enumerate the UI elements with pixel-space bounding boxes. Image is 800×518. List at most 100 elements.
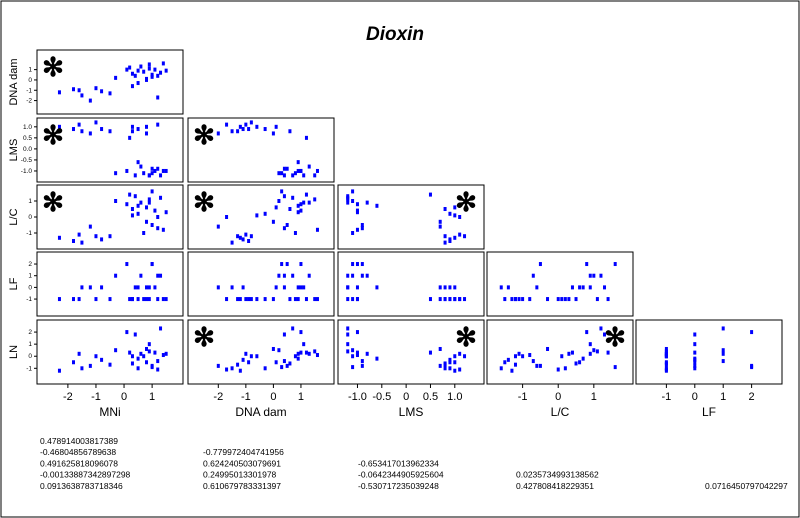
point [355,227,359,232]
point [375,285,379,290]
point [296,356,300,361]
point [365,273,369,278]
point [355,297,359,302]
point [280,365,284,370]
point [355,202,359,207]
point [145,77,148,82]
point [230,285,234,290]
point [346,285,350,290]
point [147,342,151,347]
point [664,362,668,367]
point [94,120,98,125]
point [499,285,503,290]
point [153,350,157,355]
x-tick-label: 1 [720,391,726,403]
point [567,297,571,302]
point [355,330,359,335]
x-tick-label: -2 [63,391,73,403]
point [506,285,510,290]
point [503,297,507,302]
point [88,363,92,368]
y-tick-label: 0 [28,77,32,84]
point [560,354,564,359]
point [133,285,137,290]
point [125,262,129,267]
point [156,359,160,364]
correlation: -0.653417013962334 [358,458,439,468]
point [136,285,140,290]
point [296,285,300,290]
panel [36,49,184,115]
point [531,359,535,364]
point [453,297,457,302]
point [147,349,151,354]
point [247,360,251,365]
point [448,357,452,362]
point [139,64,143,69]
point [161,353,165,358]
point [313,297,317,302]
point [150,189,154,194]
point [578,285,582,290]
point [164,68,168,73]
point [595,297,599,302]
point [128,297,132,302]
point [136,203,140,208]
point [88,131,92,136]
point [114,199,118,203]
point [136,366,140,371]
point [506,357,510,362]
point [360,223,364,227]
point [285,363,289,368]
point [599,326,603,331]
point [375,203,379,208]
significance-marker: ✻ [193,187,215,217]
x-tick-label: 0 [692,391,698,403]
point [299,262,303,267]
point [57,124,61,129]
point [693,363,697,368]
point [147,66,151,71]
y-tick-label: 1 [28,341,32,348]
point [130,124,134,129]
point [130,71,134,76]
point [458,367,462,372]
panel [187,251,335,317]
point [513,354,517,359]
point [296,168,300,173]
point [130,361,134,366]
point [145,219,148,224]
point [304,297,308,302]
point [693,366,697,371]
point [136,68,140,73]
point [108,129,112,134]
point [750,330,754,335]
point [108,362,112,367]
point [299,330,303,335]
point [750,365,754,370]
x-tick-label: 0 [270,391,276,403]
point [307,200,311,205]
point [57,235,61,240]
point [346,273,350,278]
point [448,285,452,290]
point [606,297,610,302]
point [438,219,442,224]
point [57,90,61,95]
point [574,361,578,366]
point [156,226,160,231]
point [304,135,308,140]
point [145,131,148,136]
point [521,354,525,359]
point [285,262,289,267]
panel [486,251,634,317]
point [365,200,369,205]
point [351,297,355,302]
point [161,297,165,302]
point [510,368,514,373]
point [88,285,92,290]
point [574,297,578,302]
point [164,297,168,302]
point [307,164,311,169]
